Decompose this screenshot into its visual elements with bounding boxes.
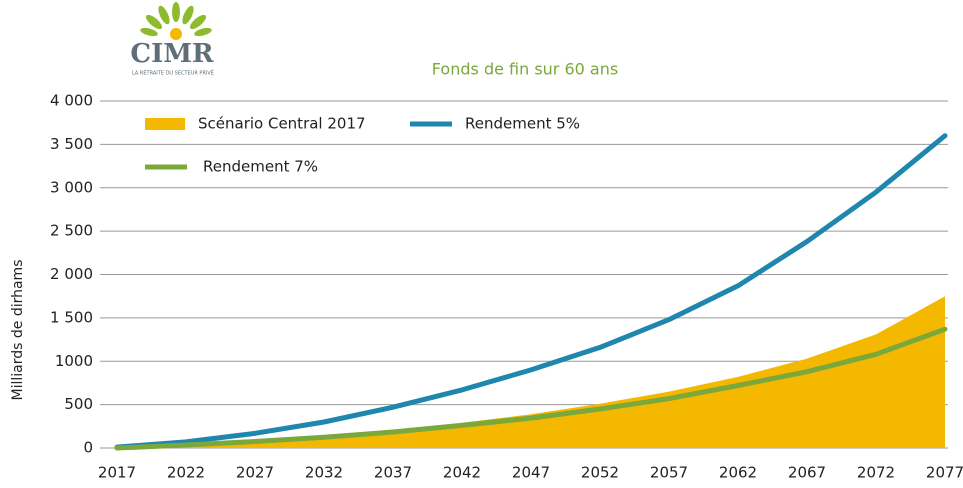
x-tick-label: 2072 (857, 464, 895, 482)
logo-rays (140, 2, 212, 37)
legend-label: Rendement 7% (203, 158, 318, 176)
y-tick-label: 4 000 (50, 92, 93, 110)
y-tick-label: 500 (64, 395, 93, 413)
x-tick-label: 2022 (167, 464, 205, 482)
logo: CIMR LA RETRAITE DU SECTEUR PRIVÉ (130, 2, 214, 77)
logo-sun (170, 28, 182, 40)
y-tick-label: 3 500 (50, 135, 93, 153)
x-tick-label: 2057 (650, 464, 688, 482)
y-tick-label: 1 500 (50, 308, 93, 326)
logo-tagline: LA RETRAITE DU SECTEUR PRIVÉ (132, 69, 214, 77)
x-tick-label: 2052 (581, 464, 619, 482)
legend-swatch (145, 118, 185, 130)
y-tick-label: 2 000 (50, 265, 93, 283)
x-tick-label: 2032 (305, 464, 343, 482)
y-tick-label: 2 500 (50, 222, 93, 240)
line (114, 133, 948, 450)
line (114, 326, 948, 451)
legend-label: Rendement 5% (465, 115, 580, 133)
x-tick-label: 2037 (374, 464, 412, 482)
x-tick-label: 2027 (236, 464, 274, 482)
area (117, 296, 945, 448)
y-axis-label: Milliards de dirhams (10, 260, 26, 401)
legend-label: Scénario Central 2017 (198, 115, 366, 133)
y-tick-label: 3 000 (50, 178, 93, 196)
y-tick-label: 0 (83, 439, 93, 457)
x-tick-label: 2047 (512, 464, 550, 482)
y-tick-label: 1000 (55, 352, 93, 370)
x-tick-label: 2042 (443, 464, 481, 482)
x-tick-label: 2017 (98, 464, 136, 482)
logo-name: CIMR (130, 39, 214, 69)
x-tick-label: 2062 (719, 464, 757, 482)
x-tick-label: 2067 (788, 464, 826, 482)
legend: Scénario Central 2017 Rendement 5% Rendeme… (145, 115, 580, 176)
chart-title: Fonds de fin sur 60 ans (432, 60, 618, 79)
x-tick-label: 2077 (926, 464, 963, 482)
